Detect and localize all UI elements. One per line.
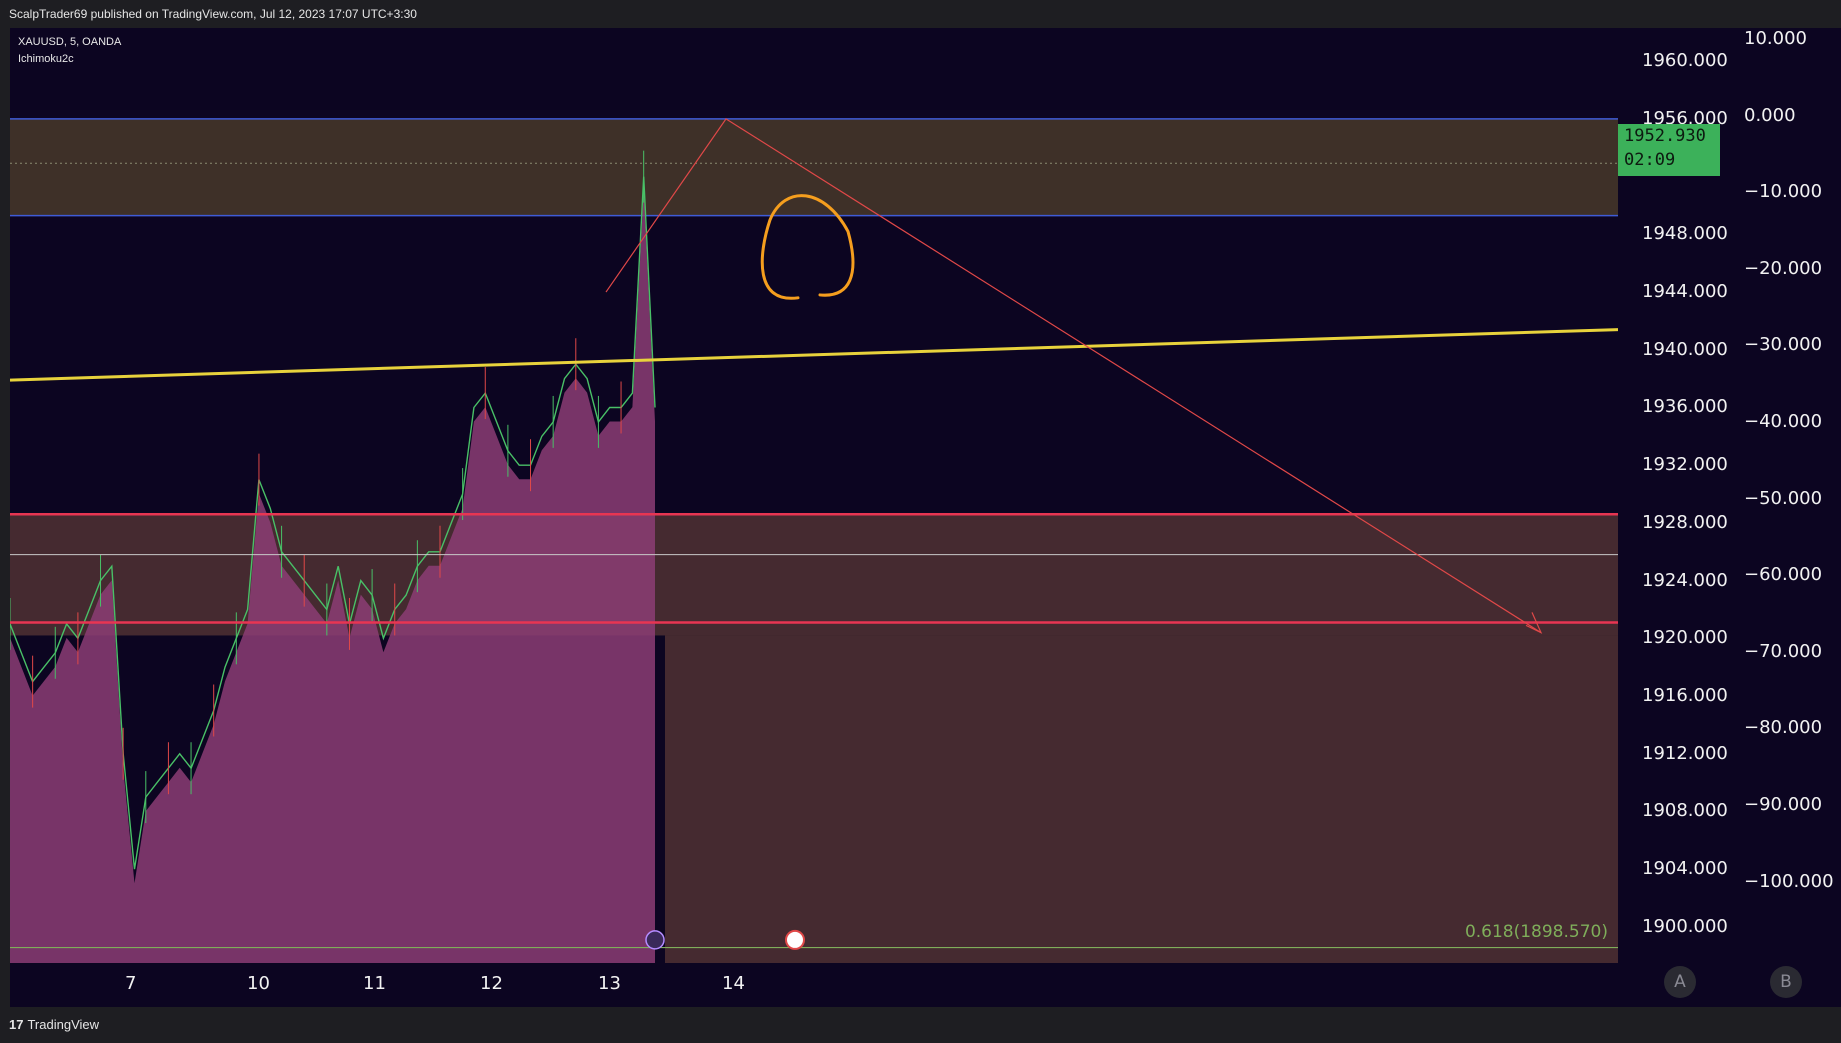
indicator-axis[interactable]: 10.000 0.000 −10.000 −20.000 −30.000 −40.000 −…	[1720, 28, 1841, 963]
price-tick: 1912.000	[1642, 742, 1728, 764]
indicator-tick: −40.000	[1744, 411, 1823, 432]
price-tick: 1956.000	[1642, 107, 1728, 129]
tradingview-logo[interactable]: 17 TradingView	[9, 1017, 99, 1032]
arrow-head	[1525, 612, 1543, 634]
publish-info: ScalpTrader69 published on TradingView.c…	[9, 7, 417, 21]
price-tick: 1932.000	[1642, 454, 1728, 476]
price-tick: 1916.000	[1642, 685, 1728, 707]
compare-button-b[interactable]: B	[1770, 966, 1802, 998]
chart-container[interactable]: XAUUSD, 5, OANDA Ichimoku2c 0.618(1898.5…	[10, 28, 1841, 1007]
price-line	[10, 176, 656, 870]
indicator-tick: −20.000	[1744, 257, 1823, 279]
indicator-tick: −100.000	[1744, 870, 1834, 892]
indicator-label[interactable]: Ichimoku2c	[18, 53, 74, 65]
indicator-tick: −70.000	[1744, 640, 1823, 662]
fib-level-label: 0.618(1898.570)	[1464, 922, 1608, 942]
event-icon	[645, 930, 665, 950]
projection-arrow	[605, 118, 1542, 634]
time-tick: 13	[598, 973, 621, 994]
ichimoku-cloud	[10, 190, 655, 963]
indicator-tick: −50.000	[1744, 487, 1823, 509]
bar-countdown: 02:09	[1624, 150, 1676, 170]
price-tick: 1960.000	[1642, 50, 1728, 72]
last-price-label: 1952.930 02:09	[1618, 124, 1720, 176]
annotation-circle	[760, 194, 855, 300]
price-tick: 1944.000	[1642, 281, 1728, 303]
indicator-tick: −90.000	[1744, 794, 1823, 815]
price-tick: 1904.000	[1642, 858, 1728, 880]
trendline	[10, 328, 1618, 382]
price-axis[interactable]: 1960.000 1956.000 1948.000 1944.000 1940.000…	[1618, 28, 1728, 963]
price-tick: 1948.000	[1642, 223, 1728, 245]
time-tick: 14	[722, 973, 745, 994]
indicator-tick: −30.000	[1744, 334, 1823, 356]
chart-legend: XAUUSD, 5, OANDA Ichimoku2c	[18, 34, 121, 68]
indicator-tick: −10.000	[1744, 181, 1823, 203]
price-tick: 1940.000	[1642, 338, 1728, 360]
price-tick: 1908.000	[1642, 800, 1728, 822]
time-tick: 11	[363, 973, 386, 994]
indicator-tick: 10.000	[1744, 28, 1807, 49]
time-tick: 7	[125, 973, 137, 994]
price-tick: 1920.000	[1642, 627, 1728, 649]
resistance-zone	[10, 118, 1618, 216]
indicator-tick: 0.000	[1744, 104, 1796, 126]
time-axis[interactable]: 7 10 11 12 13 14	[10, 963, 1618, 1007]
symbol-label[interactable]: XAUUSD, 5, OANDA	[18, 36, 122, 48]
projection-zone	[665, 635, 1618, 963]
flag-icon	[785, 929, 805, 950]
indicator-tick: −60.000	[1744, 564, 1823, 586]
price-tick: 1900.000	[1642, 915, 1728, 937]
time-tick: 12	[480, 973, 503, 994]
brand-name: TradingView	[27, 1017, 100, 1032]
plot-area[interactable]: XAUUSD, 5, OANDA Ichimoku2c 0.618(1898.5…	[10, 28, 1618, 963]
compare-button-a[interactable]: A	[1664, 966, 1696, 998]
tv-logo-icon: 17	[9, 1017, 24, 1032]
price-tick: 1936.000	[1642, 396, 1728, 418]
last-price: 1952.930	[1624, 126, 1706, 146]
price-tick: 1924.000	[1642, 569, 1728, 591]
indicator-tick: −80.000	[1744, 717, 1823, 739]
publish-header: ScalpTrader69 published on TradingView.c…	[0, 0, 1841, 28]
footer-bar: 17 TradingView	[0, 1007, 1841, 1043]
price-tick: 1928.000	[1642, 511, 1728, 533]
time-tick: 10	[247, 973, 270, 994]
price-chart[interactable]	[10, 28, 1618, 963]
